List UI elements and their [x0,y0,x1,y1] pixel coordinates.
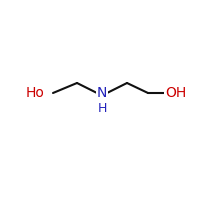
Text: H: H [97,102,107,116]
Text: N: N [97,86,107,100]
Text: OH: OH [165,86,187,100]
Text: Ho: Ho [26,86,44,100]
